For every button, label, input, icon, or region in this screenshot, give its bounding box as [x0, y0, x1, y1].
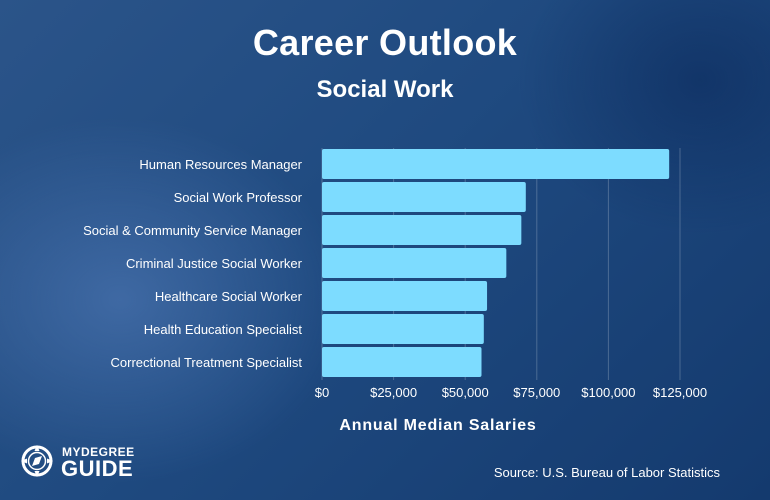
x-tick-label: $50,000 [442, 385, 489, 400]
bar [322, 347, 482, 377]
bar [322, 314, 484, 344]
category-label: Correctional Treatment Specialist [111, 355, 303, 370]
logo-text-bottom: GUIDE [61, 456, 134, 481]
category-label: Health Education Specialist [144, 322, 303, 337]
category-label: Healthcare Social Worker [155, 289, 303, 304]
mydegreeguide-logo: MYDEGREE GUIDE [18, 440, 148, 484]
x-tick-label: $125,000 [653, 385, 707, 400]
category-label: Criminal Justice Social Worker [126, 256, 303, 271]
category-label: Social & Community Service Manager [83, 223, 303, 238]
chart-title: Career Outlook [252, 22, 518, 63]
x-tick-label: $0 [315, 385, 329, 400]
compass-icon [21, 445, 53, 477]
bar [322, 281, 488, 311]
bar [322, 248, 507, 278]
category-label: Human Resources Manager [139, 157, 302, 172]
chart-subtitle: Social Work [316, 76, 454, 103]
x-tick-label: $100,000 [581, 385, 635, 400]
bar [322, 182, 526, 212]
bar [322, 215, 522, 245]
category-label: Social Work Professor [174, 190, 303, 205]
source-note: Source: U.S. Bureau of Labor Statistics [493, 465, 720, 480]
x-tick-label: $25,000 [370, 385, 417, 400]
bar [322, 149, 670, 179]
x-tick-label: $75,000 [513, 385, 560, 400]
x-axis-label: Annual Median Salaries [339, 417, 537, 434]
logo-text-top: MYDEGREE [62, 445, 135, 459]
